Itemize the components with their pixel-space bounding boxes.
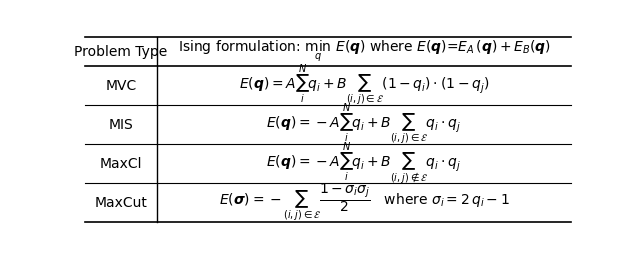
Text: $E(\boldsymbol{q}) = A\sum_i^N q_i + B\sum_{(i,j)\in\mathcal{E}}(1-q_i)\cdot(1-q: $E(\boldsymbol{q}) = A\sum_i^N q_i + B\s…: [239, 63, 489, 108]
Text: $E(\boldsymbol{q}) = -A\sum_i^N q_i + B\sum_{(i,j)\in\mathcal{E}} q_i \cdot q_j$: $E(\boldsymbol{q}) = -A\sum_i^N q_i + B\…: [266, 102, 461, 147]
Text: MVC: MVC: [106, 79, 136, 93]
Text: $E(\boldsymbol{\sigma}) = -\sum_{(i,j)\in\mathcal{E}} \dfrac{1-\sigma_i\sigma_j}: $E(\boldsymbol{\sigma}) = -\sum_{(i,j)\i…: [218, 182, 509, 223]
Text: $E(\boldsymbol{q}) = -A\sum_i^N q_i + B\sum_{(i,j)\notin\mathcal{E}} q_i \cdot q: $E(\boldsymbol{q}) = -A\sum_i^N q_i + B\…: [266, 140, 461, 187]
Text: Ising formulation: $\min_q \ E(\boldsymbol{q})$ where $E(\boldsymbol{q}) = E_A(\: Ising formulation: $\min_q \ E(\boldsymb…: [177, 39, 550, 64]
Text: MaxCut: MaxCut: [95, 196, 147, 210]
Text: Problem Type: Problem Type: [74, 45, 168, 59]
Text: MaxCl: MaxCl: [100, 157, 142, 171]
Text: MIS: MIS: [109, 118, 133, 132]
